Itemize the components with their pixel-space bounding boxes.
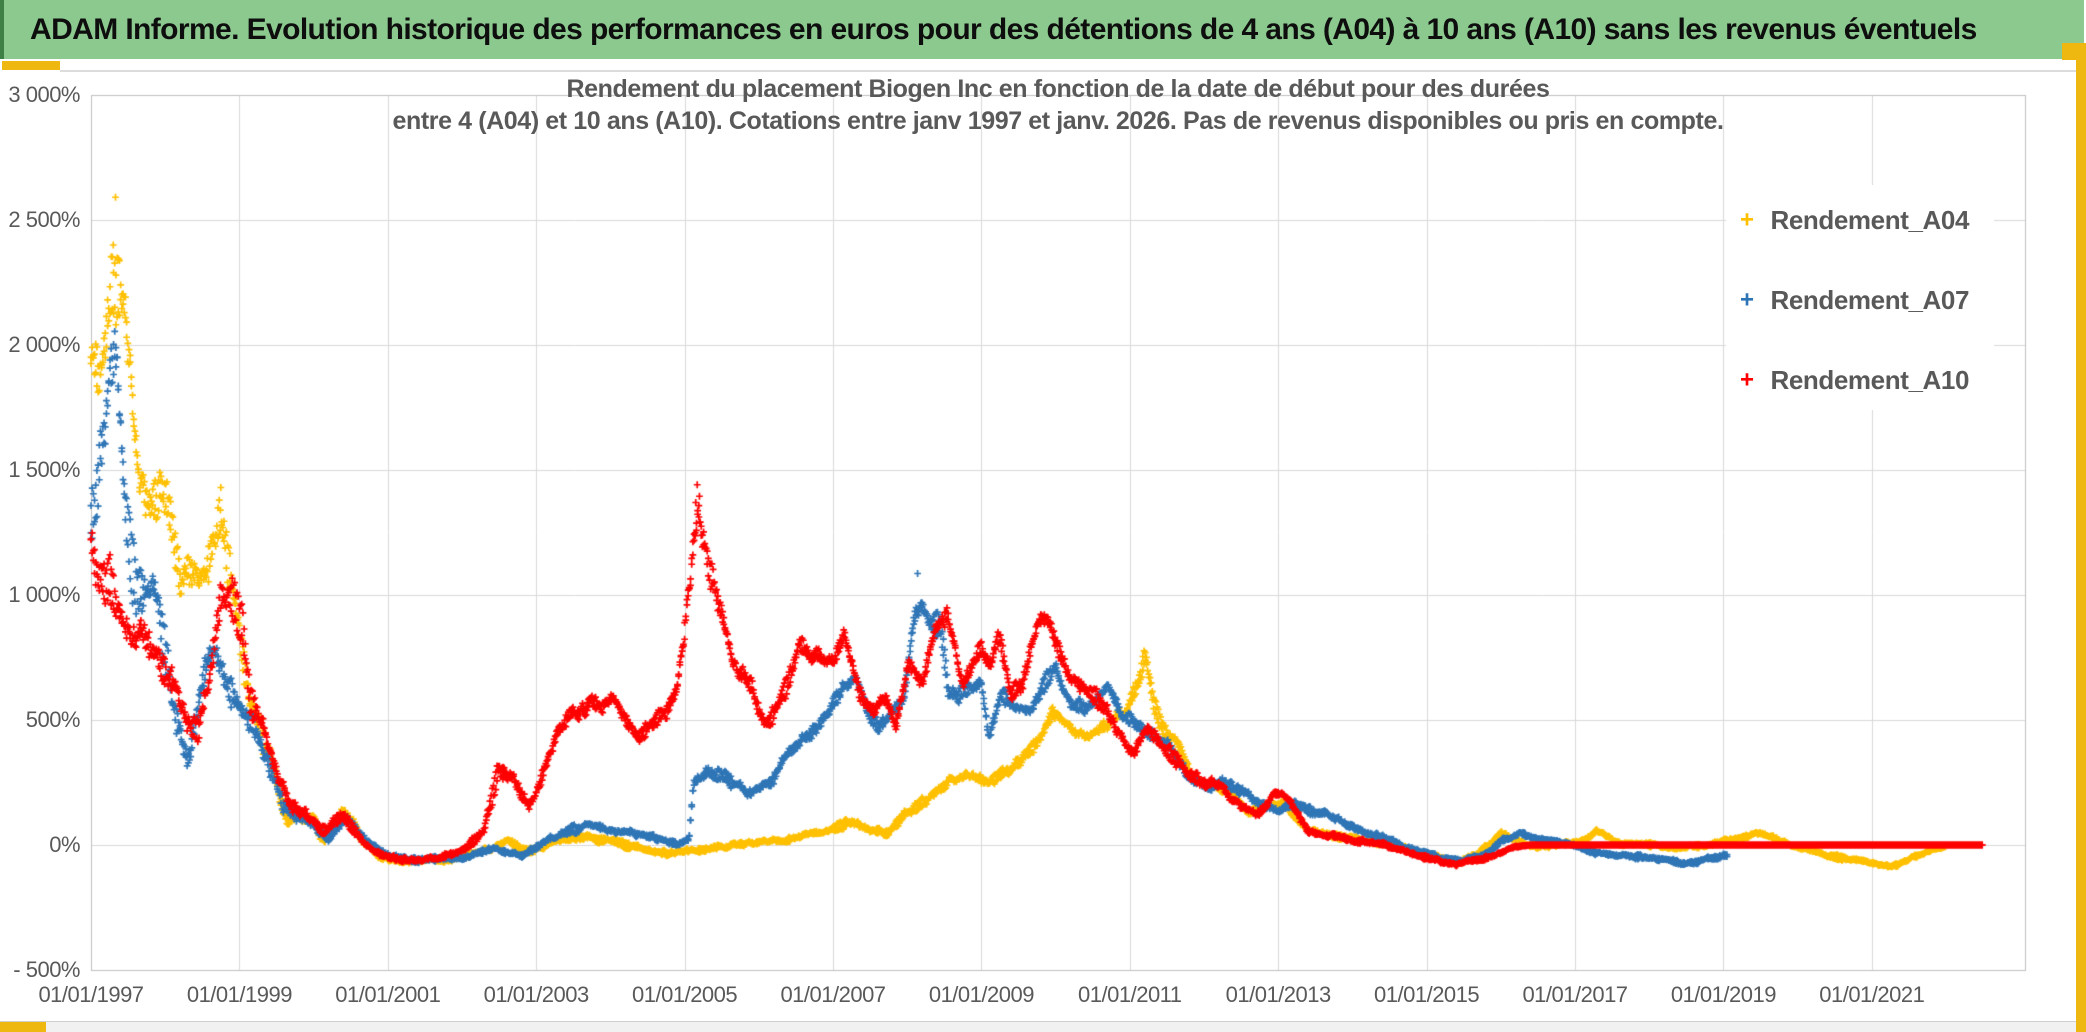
chart-title-line1: Rendement du placement Biogen Inc en fon… xyxy=(566,75,1550,103)
legend-item-rendement-a04[interactable]: + Rendement_A04 xyxy=(1740,205,1969,239)
x-tick-label: 01/01/2013 xyxy=(1225,982,1332,1007)
gold-accent-topleft xyxy=(2,61,60,70)
gold-accent-right-edge xyxy=(2076,43,2086,1032)
x-tick-label: 01/01/2003 xyxy=(483,982,590,1007)
x-tick-label: 01/01/2001 xyxy=(335,982,441,1007)
x-tick-label: 01/01/2017 xyxy=(1522,982,1628,1007)
x-tick-label: 01/01/2011 xyxy=(1078,982,1182,1007)
window-left-edge xyxy=(0,0,4,59)
app-header: ADAM Informe. Evolution historique des p… xyxy=(0,0,2084,59)
legend-label-a10: Rendement_A10 xyxy=(1770,365,1970,395)
plus-marker-icon: + xyxy=(1740,206,1755,234)
y-tick-label: - 500% xyxy=(13,957,80,982)
chart-legend: + Rendement_A04 + Rendement_A07 + Rendem… xyxy=(1726,185,1994,410)
x-tick-label: 01/01/1997 xyxy=(38,982,144,1007)
x-tick-label: 01/01/2007 xyxy=(780,982,886,1007)
y-tick-label: 3 000% xyxy=(8,82,80,107)
bottom-band xyxy=(0,1021,2086,1032)
y-tick-label: 2 000% xyxy=(8,332,80,357)
x-tick-label: 01/01/2005 xyxy=(632,982,738,1007)
header-divider xyxy=(60,70,2086,72)
plus-marker-icon: + xyxy=(1740,286,1755,314)
y-tick-label: 0% xyxy=(49,832,80,857)
x-tick-label: 01/01/2021 xyxy=(1819,982,1925,1007)
plus-marker-icon: + xyxy=(1740,366,1755,394)
chart-title: Rendement du placement Biogen Inc en fon… xyxy=(91,73,2025,137)
x-tick-label: 01/01/2015 xyxy=(1374,982,1480,1007)
y-tick-label: 1 500% xyxy=(8,457,80,482)
app-header-title: ADAM Informe. Evolution historique des p… xyxy=(30,13,1977,46)
x-tick-label: 01/01/2009 xyxy=(928,982,1035,1007)
legend-label-a07: Rendement_A07 xyxy=(1770,285,1970,315)
y-tick-label: 500% xyxy=(25,707,81,732)
chart-title-line2: entre 4 (A04) et 10 ans (A10). Cotations… xyxy=(392,107,1724,135)
x-tick-label: 01/01/1999 xyxy=(186,982,293,1007)
x-tick-label: 01/01/2019 xyxy=(1670,982,1777,1007)
gold-accent-bottomleft xyxy=(0,1022,46,1032)
y-tick-label: 2 500% xyxy=(8,207,80,232)
legend-item-rendement-a07[interactable]: + Rendement_A07 xyxy=(1740,285,1969,319)
y-tick-label: 1 000% xyxy=(8,582,80,607)
legend-label-a04: Rendement_A04 xyxy=(1770,205,1970,235)
legend-item-rendement-a10[interactable]: + Rendement_A10 xyxy=(1740,365,1969,399)
